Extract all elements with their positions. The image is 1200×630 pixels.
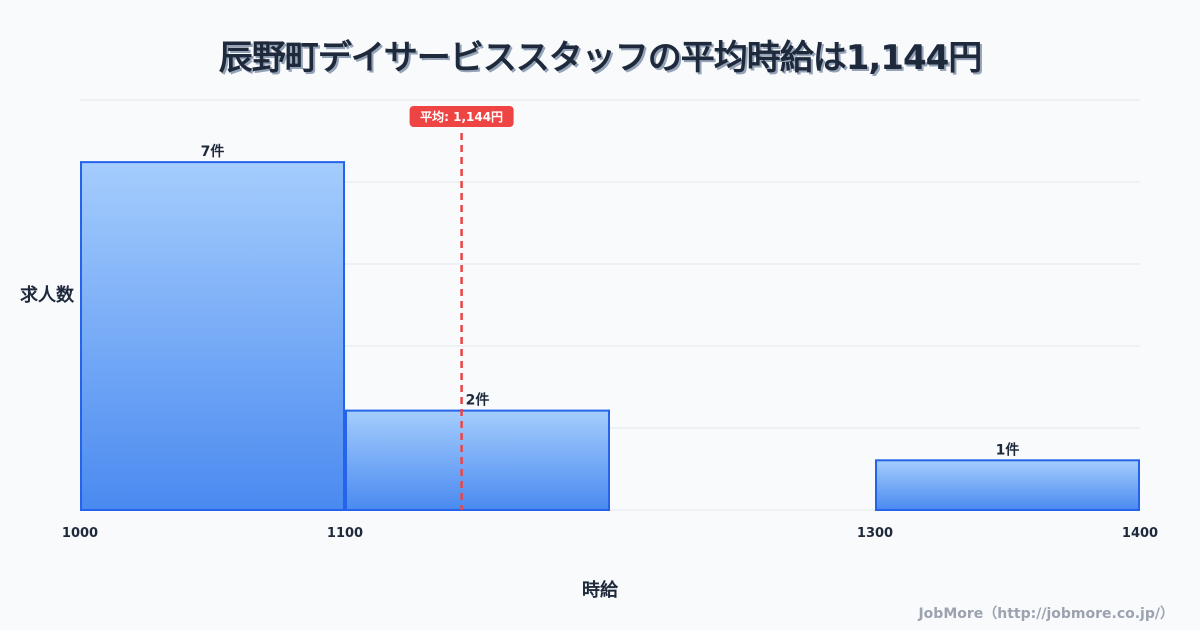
histogram-bar bbox=[875, 459, 1140, 512]
x-axis-label: 時給 bbox=[582, 580, 618, 601]
x-tick-label: 1000 bbox=[62, 526, 98, 541]
chart-title: 辰野町デイサービススタッフの平均時給は1,144円 bbox=[218, 38, 983, 78]
histogram-bar bbox=[80, 161, 345, 511]
bar-value-label: 7件 bbox=[201, 143, 225, 160]
bar-value-label: 2件 bbox=[466, 392, 490, 409]
footer-credit: JobMore（http://jobmore.co.jp/） bbox=[918, 606, 1174, 622]
mean-badge bbox=[409, 106, 514, 127]
histogram-bar bbox=[345, 409, 610, 511]
x-tick-label: 1400 bbox=[1122, 526, 1158, 541]
x-tick-label: 1300 bbox=[857, 526, 893, 541]
mean-label: 平均: 1,144円 bbox=[420, 109, 503, 124]
bar-value-label: 1件 bbox=[996, 441, 1020, 458]
y-axis-label: 求人数 bbox=[20, 285, 74, 306]
x-tick-label: 1100 bbox=[327, 526, 363, 541]
